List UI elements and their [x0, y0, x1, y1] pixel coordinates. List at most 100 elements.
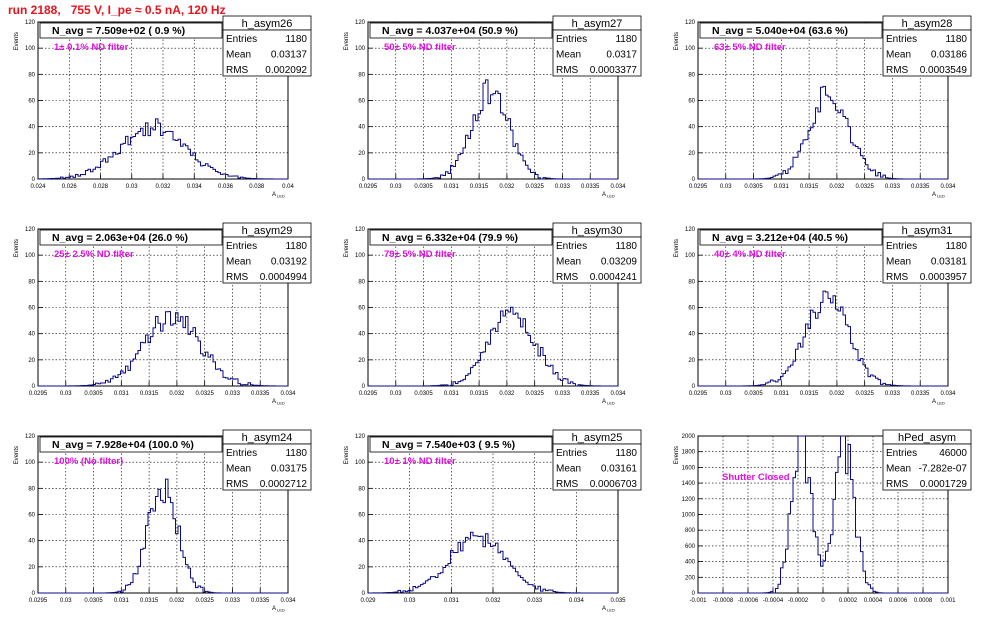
x-tick-label: 0.0315: [140, 391, 159, 397]
histogram-title: h_asym25: [572, 432, 623, 444]
y-tick-label: 40: [688, 125, 695, 131]
x-tick-label: 0.031: [444, 184, 460, 190]
x-tick-label: 0.0335: [251, 391, 270, 397]
histogram-panel: 0.029 0.03 0.031 0.032 0.033 0.034 0.035 0 20 40 6…: [344, 429, 642, 613]
y-tick-label: 1600: [682, 465, 696, 471]
n-avg-frame: [369, 436, 553, 453]
y-axis-label: Events: [14, 239, 20, 257]
title-box: h_asym27: [552, 15, 642, 31]
x-tick-label: 0.032: [169, 391, 185, 397]
x-tick-label: 0.03: [720, 391, 732, 397]
y-tick-label: 60: [688, 306, 695, 312]
stats-box: Entries 46000 Mean -7.282e-07 RMS 0.0001729: [882, 443, 972, 491]
stat-label: Mean: [226, 464, 251, 475]
y-axis-label: Events: [344, 32, 350, 50]
y-tick-label: 400: [685, 560, 696, 566]
y-tick-label: 60: [28, 513, 35, 519]
y-tick-label: 120: [25, 20, 36, 26]
x-tick-label: 0.031: [114, 391, 130, 397]
y-tick-label: 80: [28, 279, 35, 285]
y-tick-label: 40: [28, 125, 35, 131]
x-tick-label: 0.033: [885, 184, 901, 190]
y-tick-label: 40: [28, 332, 35, 338]
x-tick-label: 0.032: [829, 391, 845, 397]
x-tick-label: 0.03: [720, 184, 732, 190]
stat-label: Entries: [886, 34, 917, 45]
x-tick-label: 0.033: [555, 184, 571, 190]
stats-box: Entries 1180 Mean 0.03186 RMS 0.0003549: [882, 29, 972, 77]
n-avg-box: N_avg = 7.928e+04 (100.0 %): [39, 436, 223, 453]
histogram-title: h_asym27: [572, 18, 623, 30]
y-axis-label: Events: [14, 446, 20, 464]
y-tick-label: 20: [688, 151, 695, 157]
stat-value: 0.0002712: [260, 479, 308, 490]
histogram-panel: 0.0295 0.03 0.0305 0.031 0.0315 0.032 0.0325 0.…: [344, 222, 642, 406]
x-tick-label: 0.04: [282, 184, 294, 190]
stat-label: Mean: [886, 50, 911, 61]
stat-value: 1180: [945, 241, 967, 252]
n-avg-frame: [699, 229, 883, 246]
x-tick-label: 0.028: [93, 184, 109, 190]
histogram-title: hPed_asym: [898, 432, 956, 444]
stat-value: -7.282e-07: [919, 464, 968, 475]
x-tick-label: 0.035: [610, 598, 626, 604]
histogram-panel: 0.024 0.026 0.028 0.03 0.032 0.034 0.036 0.038 0…: [14, 15, 312, 199]
y-axis-label: Events: [674, 446, 680, 464]
y-tick-label: 120: [355, 434, 366, 440]
filter-annotation: 100% (No filter): [54, 456, 123, 467]
x-tick-label: 0.0004: [864, 598, 883, 604]
x-tick-label: 0.033: [225, 598, 241, 604]
stats-box-frame: [222, 29, 312, 77]
n-avg-box: N_avg = 7.540e+03 ( 9.5 %): [369, 436, 553, 453]
stat-value: 0.0001729: [920, 479, 968, 490]
x-tick-label: 0.001: [940, 598, 956, 604]
filter-annotation: Shutter Closed: [722, 472, 790, 483]
x-tick-label: 0.034: [940, 184, 956, 190]
histogram-series: [37, 118, 289, 180]
y-tick-label: 1400: [682, 481, 696, 487]
x-tick-label: 0.0305: [414, 184, 433, 190]
x-tick-label: 0.03: [390, 391, 402, 397]
title-box: hPed_asym: [882, 429, 972, 445]
n-avg-text: N_avg = 6.332e+04 (79.9 %): [382, 232, 518, 244]
y-tick-label: 120: [355, 20, 366, 26]
y-tick-label: 80: [28, 72, 35, 78]
y-tick-label: 120: [25, 434, 36, 440]
stat-label: Entries: [556, 34, 587, 45]
n-avg-box: N_avg = 3.212e+04 (40.5 %): [699, 229, 883, 246]
stat-label: RMS: [226, 479, 249, 490]
y-tick-label: 120: [355, 227, 366, 233]
histogram-series: [698, 85, 948, 180]
y-tick-label: 0: [362, 177, 366, 183]
stats-box-frame: [552, 236, 642, 284]
stat-label: Mean: [226, 50, 251, 61]
stat-value: 0.03161: [601, 464, 638, 475]
title-box: h_asym25: [552, 429, 642, 445]
stat-label: Mean: [556, 464, 581, 475]
n-avg-text: N_avg = 2.063e+04 (26.0 %): [52, 232, 188, 244]
x-tick-label: 0.0008: [914, 598, 933, 604]
histogram-title: h_asym29: [242, 225, 293, 237]
stats-box-frame: [882, 29, 972, 77]
y-tick-label: 120: [25, 227, 36, 233]
y-tick-label: 100: [685, 253, 696, 259]
stat-value: 0.03137: [271, 50, 308, 61]
histogram-panel: 0.0295 0.03 0.0305 0.031 0.0315 0.032 0.0325 0.…: [14, 429, 312, 613]
x-tick-label: 0.038: [249, 184, 265, 190]
x-tick-label: 0.0325: [525, 391, 544, 397]
x-tick-label: 0.0325: [195, 391, 214, 397]
x-axis-label: ALED: [602, 606, 615, 613]
x-tick-label: 0.033: [885, 391, 901, 397]
y-tick-label: 100: [355, 460, 366, 466]
x-tick-label: 0.0295: [359, 184, 378, 190]
x-axis-label: ALED: [272, 606, 285, 613]
y-tick-label: 80: [358, 72, 365, 78]
x-tick-label: 0.0295: [29, 598, 48, 604]
x-tick-label: 0.0006: [889, 598, 908, 604]
stat-label: RMS: [886, 479, 909, 490]
y-tick-label: 40: [358, 332, 365, 338]
title-box: h_asym24: [222, 429, 312, 445]
stat-value: 0.0003549: [920, 65, 968, 76]
y-tick-label: 120: [685, 227, 696, 233]
